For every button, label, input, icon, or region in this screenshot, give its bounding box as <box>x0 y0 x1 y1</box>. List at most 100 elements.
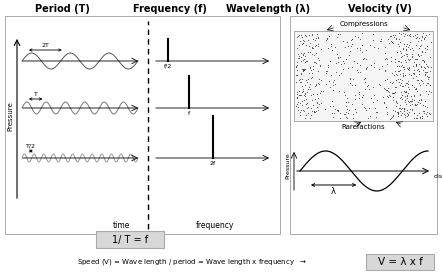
Point <box>417 92 424 97</box>
Point <box>298 90 305 94</box>
Point <box>413 102 420 106</box>
Point <box>397 107 404 111</box>
Point <box>385 86 392 90</box>
Point <box>404 79 412 84</box>
Point <box>309 98 316 103</box>
Point <box>409 99 416 103</box>
Point <box>409 63 416 68</box>
Point <box>394 112 401 116</box>
Point <box>301 91 308 96</box>
Point <box>401 90 408 94</box>
Point <box>304 90 311 94</box>
Point <box>343 104 350 108</box>
Point <box>306 66 313 70</box>
Point <box>306 65 313 70</box>
Point <box>401 98 408 102</box>
Point <box>425 81 432 86</box>
Point <box>397 82 404 87</box>
Point <box>413 43 420 47</box>
Point <box>301 116 308 121</box>
Point <box>310 67 317 71</box>
Point <box>348 36 355 41</box>
Point <box>389 70 396 75</box>
Point <box>408 83 415 87</box>
Point <box>397 94 404 99</box>
Point <box>302 113 309 118</box>
Point <box>346 52 353 57</box>
Point <box>392 60 399 64</box>
Point <box>295 89 302 93</box>
Point <box>305 87 312 91</box>
Point <box>424 73 431 78</box>
Point <box>401 73 408 78</box>
Point <box>389 95 396 99</box>
Point <box>395 42 402 46</box>
Point <box>376 39 383 44</box>
Point <box>377 37 385 41</box>
Point <box>330 88 337 92</box>
Point <box>388 91 395 95</box>
Point <box>327 84 334 89</box>
Point <box>395 31 402 36</box>
Point <box>301 54 309 58</box>
Point <box>381 69 388 73</box>
Point <box>300 86 307 91</box>
Point <box>335 72 343 77</box>
Point <box>397 55 404 60</box>
Point <box>396 72 403 76</box>
Point <box>403 107 410 112</box>
Point <box>294 92 301 96</box>
Point <box>396 106 404 110</box>
Point <box>389 113 396 117</box>
Bar <box>294 31 433 121</box>
Point <box>355 92 362 97</box>
Point <box>370 65 377 69</box>
Point <box>299 76 306 81</box>
Point <box>294 59 301 64</box>
Point <box>404 57 412 62</box>
Point <box>326 59 333 63</box>
Point <box>310 46 317 50</box>
Point <box>323 38 330 42</box>
Point <box>427 90 434 95</box>
Point <box>311 110 318 114</box>
Point <box>361 75 368 80</box>
Point <box>385 90 392 95</box>
Point <box>394 69 401 73</box>
Point <box>401 107 408 111</box>
Point <box>297 101 304 106</box>
Point <box>306 87 313 91</box>
Text: Pressure: Pressure <box>285 153 290 179</box>
Point <box>411 116 418 121</box>
Point <box>391 85 398 89</box>
Point <box>401 67 408 71</box>
Point <box>311 53 318 57</box>
Text: distance: distance <box>434 174 442 179</box>
Point <box>392 71 400 76</box>
Point <box>422 66 429 70</box>
Point <box>408 102 415 107</box>
Point <box>311 97 318 101</box>
Point <box>297 71 305 76</box>
Point <box>360 105 367 109</box>
Point <box>294 95 301 100</box>
Point <box>293 46 300 50</box>
Point <box>393 101 400 105</box>
Point <box>309 45 316 50</box>
Point <box>392 57 399 61</box>
Point <box>404 92 411 97</box>
Point <box>297 77 304 82</box>
Point <box>390 34 397 39</box>
Point <box>362 106 369 110</box>
Point <box>349 42 356 46</box>
Point <box>416 81 423 85</box>
Point <box>338 62 345 67</box>
Point <box>370 38 377 42</box>
Point <box>415 69 423 74</box>
Point <box>360 57 367 61</box>
Point <box>350 59 357 63</box>
Point <box>329 111 336 115</box>
Point <box>299 53 306 57</box>
Point <box>389 115 396 120</box>
Point <box>421 73 428 77</box>
